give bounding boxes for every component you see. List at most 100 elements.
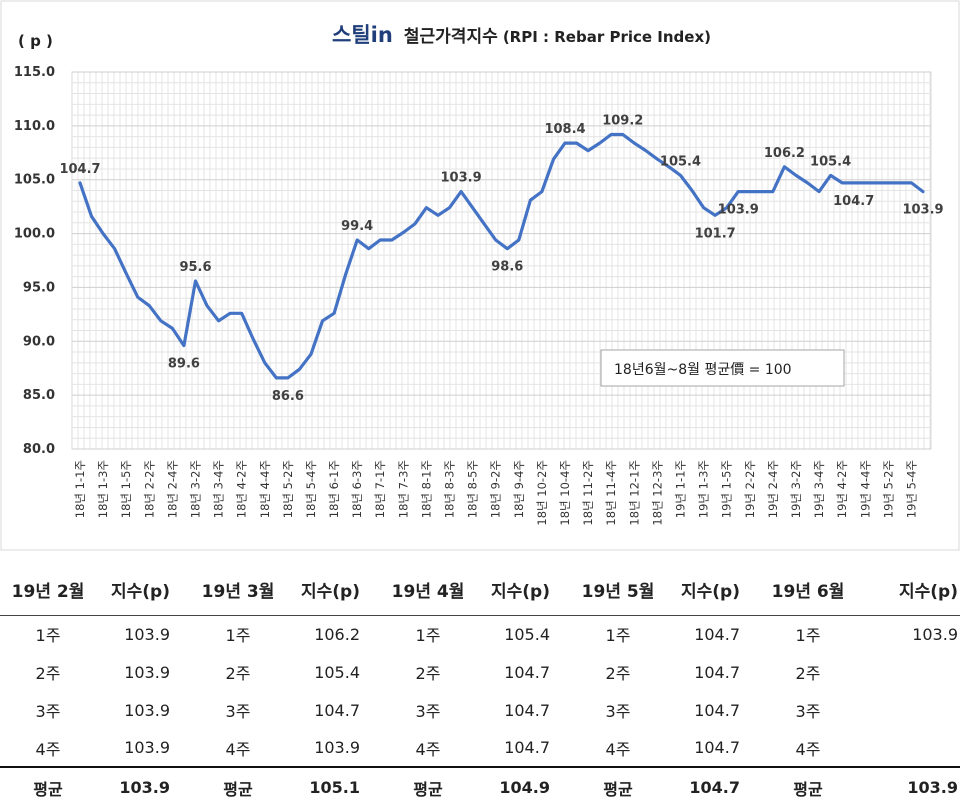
x-tick-label: 18년 2-4주 [165,460,179,518]
x-tick-label: 18년 11-2주 [581,460,595,526]
week-cell: 2주 [225,664,251,683]
value-cell: 104.7 [694,624,740,644]
week-cell: 2주 [415,664,441,683]
header-month: 19년 5월 [570,565,666,616]
header-index: 지수(p) [666,565,760,616]
x-tick-label: 18년 12-1주 [627,460,641,526]
x-tick-label: 18년 3-2주 [188,460,202,518]
week-cell: 3주 [605,702,631,721]
x-tick-label: 18년 7-1주 [373,460,387,518]
x-tick-label: 18년 8-1주 [419,460,433,518]
average-value: 105.1 [286,766,380,807]
week-cell: 4주 [35,739,61,759]
chart-title: 스틸in 철근가격지수 (RPI : Rebar Price Index) [332,23,711,47]
week-cell: 3주 [795,702,821,721]
value-cell: 104.7 [314,700,360,720]
data-label: 103.9 [441,171,482,186]
x-tick-label: 18년 1-3주 [96,460,110,518]
week-cell: 1주 [225,626,251,646]
average-value: 103.9 [856,766,960,807]
y-tick-label: 95.0 [23,280,55,295]
x-tick-labels: 18년 1-1주 18년 1-3주 18년 1-5주 18년 2-2주 18년 2-4주… [73,460,918,526]
average-value: 104.9 [476,766,570,807]
header-index: 지수(p) [856,565,960,616]
average-label: 평균 [570,766,666,807]
value-cell: 103.9 [314,738,360,757]
y-tick-label: 80.0 [23,442,55,457]
x-tick-label: 18년 5-2주 [281,460,295,518]
week-cell: 4주 [225,739,251,759]
data-label: 108.4 [544,122,585,137]
header-month: 19년 4월 [380,565,476,616]
average-label: 평균 [760,766,856,807]
data-label: 106.2 [764,146,805,161]
value-cell [856,729,960,767]
header-index: 지수(p) [286,565,380,616]
header-index: 지수(p) [96,565,190,616]
y-tick-labels: 80.0 85.0 90.0 95.0 100.0 105.0 110.0 115.0 [14,65,55,457]
week-cell: 2주 [795,664,821,683]
value-cell [856,691,960,729]
y-tick-label: 90.0 [23,334,55,349]
week-cell: 4주 [605,739,631,759]
value-cell: 104.7 [504,738,550,757]
value-cell [856,653,960,691]
x-tick-label: 19년 4-4주 [858,460,872,518]
x-tick-label: 19년 1-1주 [673,460,687,518]
week-cell: 2주 [605,664,631,683]
x-tick-label: 19년 4-2주 [835,460,849,518]
weekly-index-table: 19년 2월 지수(p) 19년 3월 지수(p) 19년 4월 지수(p) 1… [0,565,960,807]
week-cell: 3주 [225,702,251,721]
week-cell: 1주 [605,626,631,646]
x-tick-label: 18년 1-5주 [119,460,133,518]
x-tick-label: 19년 5-2주 [881,460,895,518]
y-tick-label: 100.0 [14,227,55,242]
data-label: 103.9 [902,203,943,218]
data-label: 86.6 [272,389,304,404]
average-label: 평균 [380,766,476,807]
x-tick-label: 18년 2-2주 [142,460,156,518]
y-tick-label: 110.0 [14,119,55,134]
value-cell: 103.9 [124,624,170,644]
value-cell: 103.9 [124,700,170,720]
x-tick-label: 18년 4-2주 [235,460,249,518]
series-line [78,132,925,380]
value-cell: 103.9 [912,624,958,644]
header-index: 지수(p) [476,565,570,616]
week-cell: 4주 [795,739,821,759]
data-label: 101.7 [695,226,736,241]
table-row: 3주 103.9 3주 104.7 3주 104.7 3주 104.7 3주 [0,691,960,729]
y-tick-label: 105.0 [14,173,55,188]
x-tick-label: 19년 1-3주 [697,460,711,518]
header-month: 19년 3월 [190,565,286,616]
rebar-price-chart: 80.0 85.0 90.0 95.0 100.0 105.0 110.0 115.0 18년… [0,0,960,551]
y-tick-label: 85.0 [23,388,55,403]
data-label: 98.6 [491,260,523,275]
table-row: 2주 103.9 2주 105.4 2주 104.7 2주 104.7 2주 [0,653,960,691]
header-month: 19년 2월 [0,565,96,616]
week-cell: 3주 [35,702,61,721]
week-cell: 1주 [415,626,441,646]
value-cell: 104.7 [504,662,550,682]
x-tick-label: 18년 11-4주 [604,460,618,526]
header-month: 19년 6월 [760,565,856,616]
x-tick-label: 19년 5-4주 [904,460,918,518]
average-value: 103.9 [96,766,190,807]
x-tick-label: 18년 10-2주 [535,460,549,526]
data-label: 103.9 [718,203,759,218]
x-tick-label: 18년 6-3주 [350,460,364,518]
value-cell: 103.9 [124,738,170,757]
data-label: 99.4 [341,219,373,234]
title-main: 철근가격지수 [404,27,498,47]
x-tick-label: 18년 7-3주 [396,460,410,518]
value-cell: 106.2 [314,624,360,644]
x-tick-label: 19년 1-5주 [720,460,734,518]
table-header-row: 19년 2월 지수(p) 19년 3월 지수(p) 19년 4월 지수(p) 1… [0,565,960,616]
data-label: 104.7 [833,194,874,209]
value-cell: 105.4 [504,624,550,644]
x-tick-label: 18년 9-4주 [512,460,526,518]
x-tick-label: 18년 10-4주 [558,460,572,526]
average-row: 평균 103.9 평균 105.1 평균 104.9 평균 104.7 평균 1… [0,766,960,807]
week-cell: 4주 [415,739,441,759]
title-logo: 스틸in [332,23,393,47]
